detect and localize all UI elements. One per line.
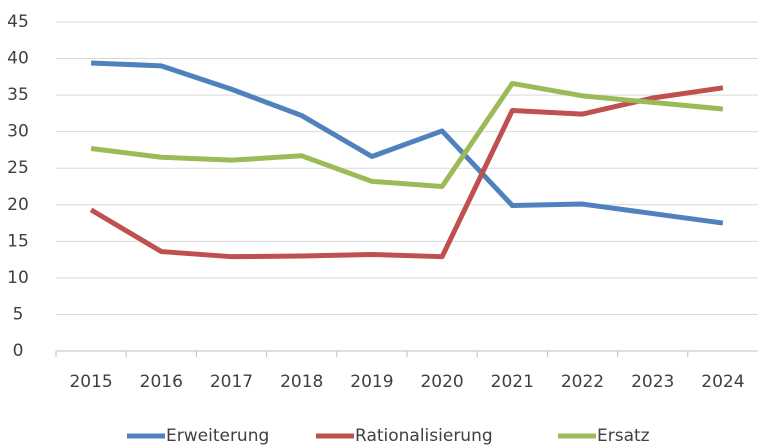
- x-tick-label: 2017: [210, 372, 253, 392]
- y-tick-label: 10: [7, 268, 29, 288]
- x-tick-label: 2015: [69, 372, 112, 392]
- x-tick-label: 2018: [280, 372, 323, 392]
- y-tick-label: 0: [13, 341, 24, 361]
- y-tick-label: 35: [7, 85, 29, 105]
- y-tick-label: 20: [7, 195, 29, 215]
- y-tick-label: 30: [7, 122, 29, 142]
- y-tick-label: 45: [7, 12, 29, 32]
- x-tick-label: 2020: [420, 372, 463, 392]
- series-line: [90, 60, 724, 226]
- legend-label: Ersatz: [597, 426, 650, 445]
- x-tick-label: 2021: [491, 372, 534, 392]
- x-tick-label: 2022: [561, 372, 604, 392]
- series-line: [90, 80, 724, 189]
- y-tick-label: 25: [7, 158, 29, 178]
- legend-label: Erweiterung: [166, 426, 269, 445]
- y-tick-label: 5: [13, 304, 24, 324]
- legend-label: Rationalisierung: [355, 426, 493, 445]
- y-tick-label: 40: [7, 49, 29, 69]
- series-line: [89, 85, 724, 260]
- x-tick-label: 2019: [350, 372, 393, 392]
- x-tick-label: 2016: [140, 372, 183, 392]
- x-tick-label: 2024: [701, 372, 744, 392]
- x-tick-label: 2023: [631, 372, 674, 392]
- y-tick-label: 15: [7, 231, 29, 251]
